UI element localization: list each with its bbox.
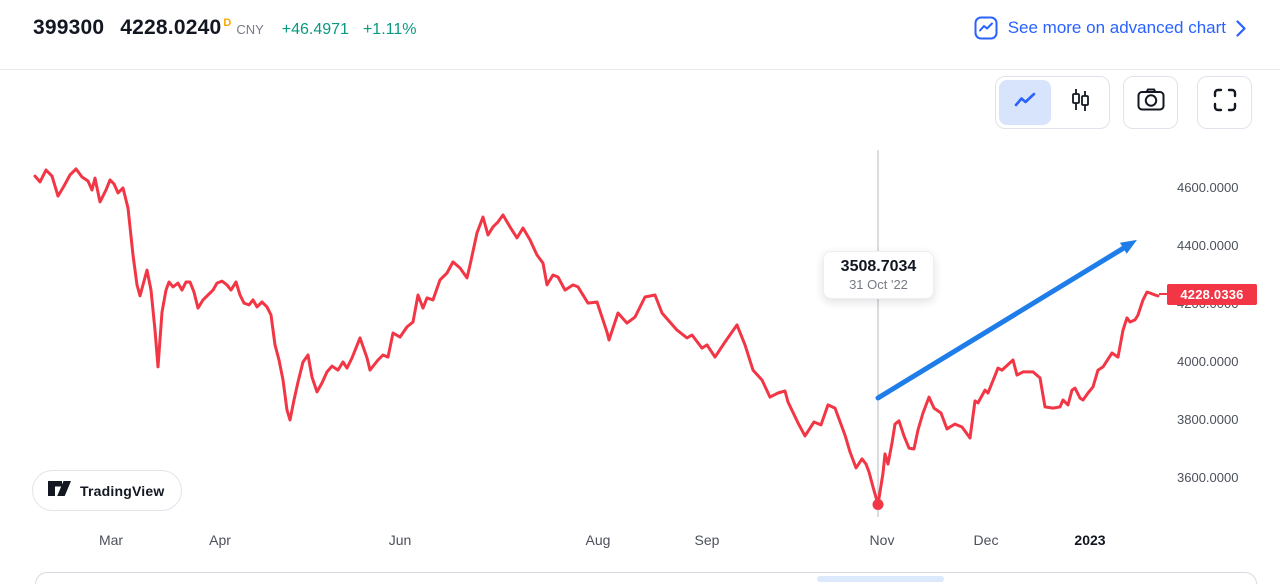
symbol-name: 399300 (33, 16, 105, 39)
line-style-button[interactable] (999, 80, 1051, 125)
x-axis-tick-label: 2023 (1074, 532, 1106, 548)
chevron-right-icon (1236, 19, 1246, 37)
y-axis-tick-label: 4600.0000 (1177, 180, 1239, 195)
price-change: +46.4971 (281, 21, 349, 38)
crosshair-point-marker (872, 498, 884, 510)
advanced-chart-link[interactable]: See more on advanced chart (974, 16, 1246, 40)
tooltip-date: 31 Oct '22 (849, 277, 908, 292)
tradingview-logo-icon (47, 480, 72, 502)
x-axis-tick-label: Mar (98, 532, 124, 548)
snapshot-button[interactable] (1123, 76, 1178, 129)
camera-icon (1136, 87, 1166, 118)
quote-row: 399300 4228.0240 D CNY +46.4971 +1.11% (33, 16, 416, 40)
tradingview-logo-text: TradingView (80, 482, 165, 499)
x-axis-tick-label: Aug (585, 532, 611, 548)
currency-code: CNY (236, 22, 264, 37)
bottom-panel-pill (817, 576, 944, 582)
x-axis-tick-label: Apr (209, 532, 231, 548)
price-line-series (33, 167, 1160, 506)
y-axis-tick-label: 4000.0000 (1177, 354, 1239, 369)
price-change-percent: +1.11% (362, 21, 417, 38)
tooltip-value: 3508.7034 (840, 258, 917, 275)
last-price-label: 4228.0336 (1167, 284, 1257, 305)
chart-frame-icon (974, 16, 998, 40)
symbol-header: 399300 4228.0240 D CNY +46.4971 +1.11% S… (0, 0, 1280, 70)
x-axis-tick-label: Nov (869, 532, 895, 548)
candles-style-button[interactable] (1054, 80, 1106, 125)
y-axis-tick-label: 4400.0000 (1177, 238, 1239, 253)
y-axis-tick-label: 3800.0000 (1177, 412, 1239, 427)
chart-style-switcher (995, 76, 1110, 129)
fullscreen-icon (1211, 86, 1239, 119)
tradingview-logo-button[interactable]: TradingView (32, 470, 183, 511)
fullscreen-button[interactable] (1197, 76, 1252, 129)
resolution-flag: D (223, 17, 232, 29)
x-axis-tick-label: Jun (388, 532, 412, 548)
price-axis-tick (1159, 293, 1167, 295)
last-price: 4228.0240 (120, 16, 222, 39)
trend-arrow-head (1119, 239, 1137, 254)
x-axis-tick-label: Dec (973, 532, 999, 548)
bottom-panel-edge (35, 572, 1257, 584)
trend-arrow-line[interactable] (875, 244, 1129, 401)
line-chart-icon (1011, 86, 1039, 119)
y-axis-tick-label: 3600.0000 (1177, 470, 1239, 485)
advanced-chart-link-label: See more on advanced chart (1007, 18, 1226, 37)
crosshair-tooltip: 3508.7034 31 Oct '22 (823, 251, 934, 299)
x-axis-tick-label: Sep (694, 532, 720, 548)
candles-icon (1067, 86, 1093, 119)
